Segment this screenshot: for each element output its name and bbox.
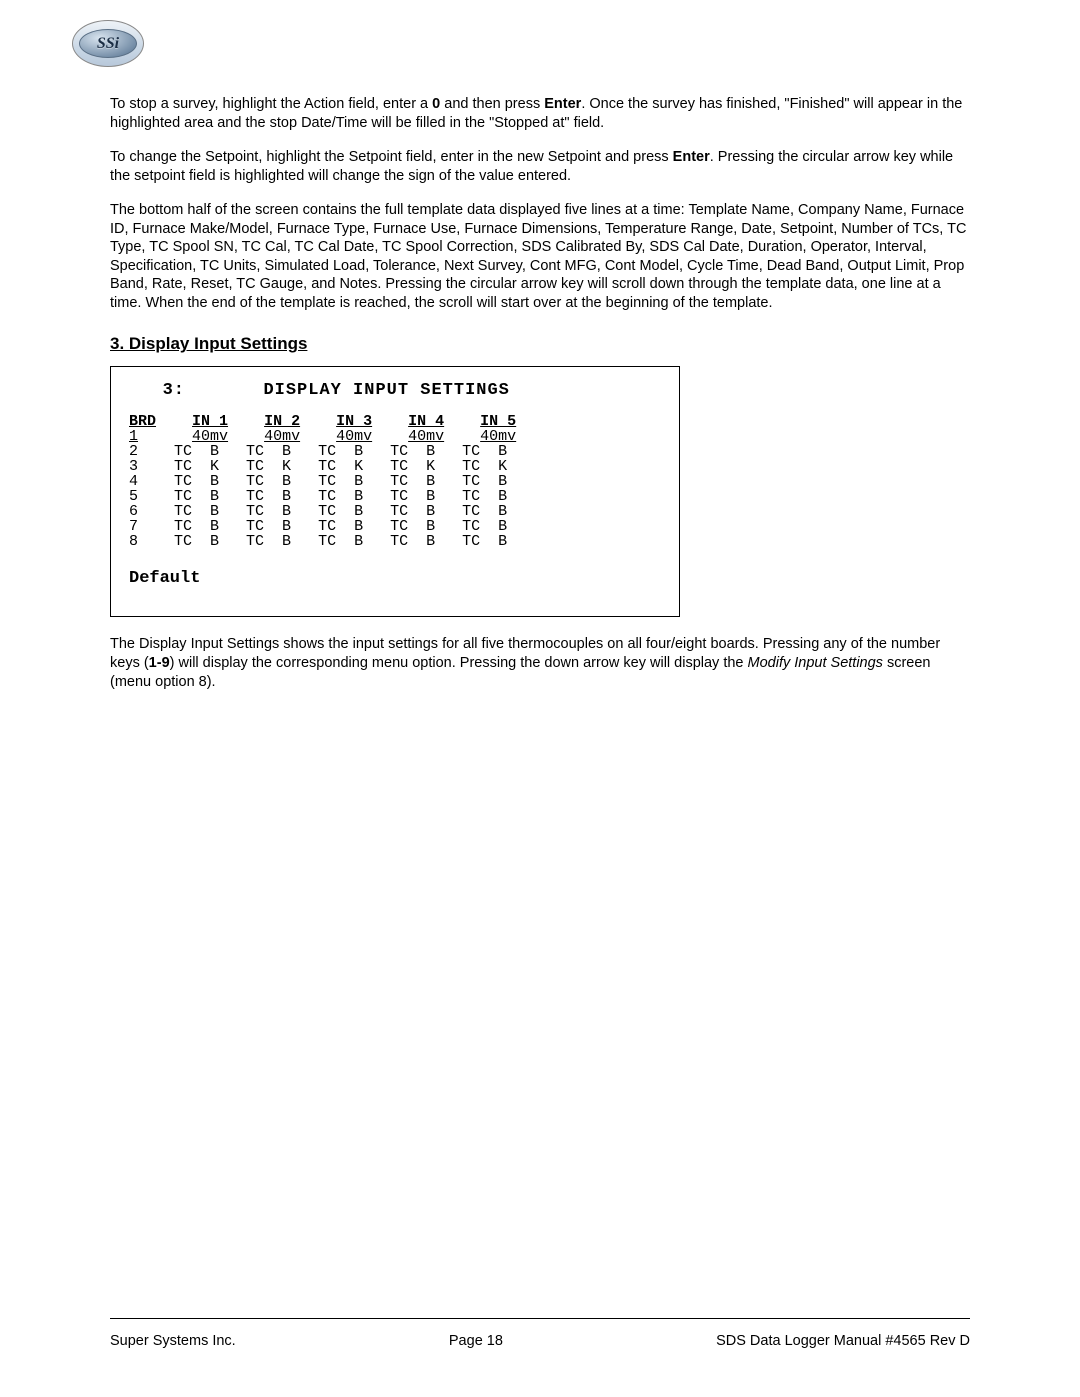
brd-row: 8 [129,533,138,550]
section-heading: 3. Display Input Settings [110,334,970,354]
footer-doc-id: SDS Data Logger Manual #4565 Rev D [716,1333,970,1349]
tc-cell: TC B [318,533,363,550]
lcd-screen: 3: DISPLAY INPUT SETTINGS BRD 1 2 3 4 5 … [110,366,680,617]
enter-key: Enter [544,96,581,112]
tc-cell: TC B [390,533,435,550]
menu-title: DISPLAY INPUT SETTINGS [263,381,509,400]
logo-inner: SSi [79,29,137,58]
tc-cell: TC B [174,533,219,550]
input-column-1: IN 1 40mv TC B TC K TC B TC B TC B TC B … [174,414,228,549]
page-footer: Super Systems Inc. Page 18 SDS Data Logg… [110,1318,970,1349]
screen-name-italic: Modify Input Settings [748,655,883,671]
lcd-title-row: 3: DISPLAY INPUT SETTINGS [129,381,661,400]
paragraph-stop-survey: To stop a survey, highlight the Action f… [110,95,970,132]
footer-row: Super Systems Inc. Page 18 SDS Data Logg… [110,1333,970,1349]
tc-cell: TC B [246,533,291,550]
text: ) will display the corresponding menu op… [170,655,748,671]
text: and then press [440,96,544,112]
input-column-3: IN 3 40mv TC B TC K TC B TC B TC B TC B … [318,414,372,549]
input-column-4: IN 4 40mv TC B TC K TC B TC B TC B TC B … [390,414,444,549]
keys-range: 1-9 [149,655,170,671]
paragraph-template-data: The bottom half of the screen contains t… [110,201,970,312]
page-content: SSi To stop a survey, highlight the Acti… [0,0,1080,691]
paragraph-setpoint: To change the Setpoint, highlight the Se… [110,148,970,185]
brd-column: BRD 1 2 3 4 5 6 7 8 [129,414,156,549]
paragraph-display-input: The Display Input Settings shows the inp… [110,635,970,691]
footer-page: Page 18 [449,1333,503,1349]
company-logo: SSi [72,20,144,67]
text: To change the Setpoint, highlight the Se… [110,149,673,165]
logo-text: SSi [97,35,119,53]
text: The bottom half of the screen contains t… [110,202,966,311]
tc-cell: TC B [462,533,507,550]
input-column-2: IN 2 40mv TC B TC K TC B TC B TC B TC B … [246,414,300,549]
text: To stop a survey, highlight the Action f… [110,96,432,112]
footer-company: Super Systems Inc. [110,1333,236,1349]
enter-key: Enter [673,149,710,165]
input-column-5: IN 5 40mv TC B TC K TC B TC B TC B TC B … [462,414,516,549]
input-settings-table: BRD 1 2 3 4 5 6 7 8 IN 1 40mv TC B TC K … [129,414,661,549]
menu-number: 3: [163,381,185,400]
default-label: Default [129,569,661,588]
footer-rule [110,1318,970,1319]
